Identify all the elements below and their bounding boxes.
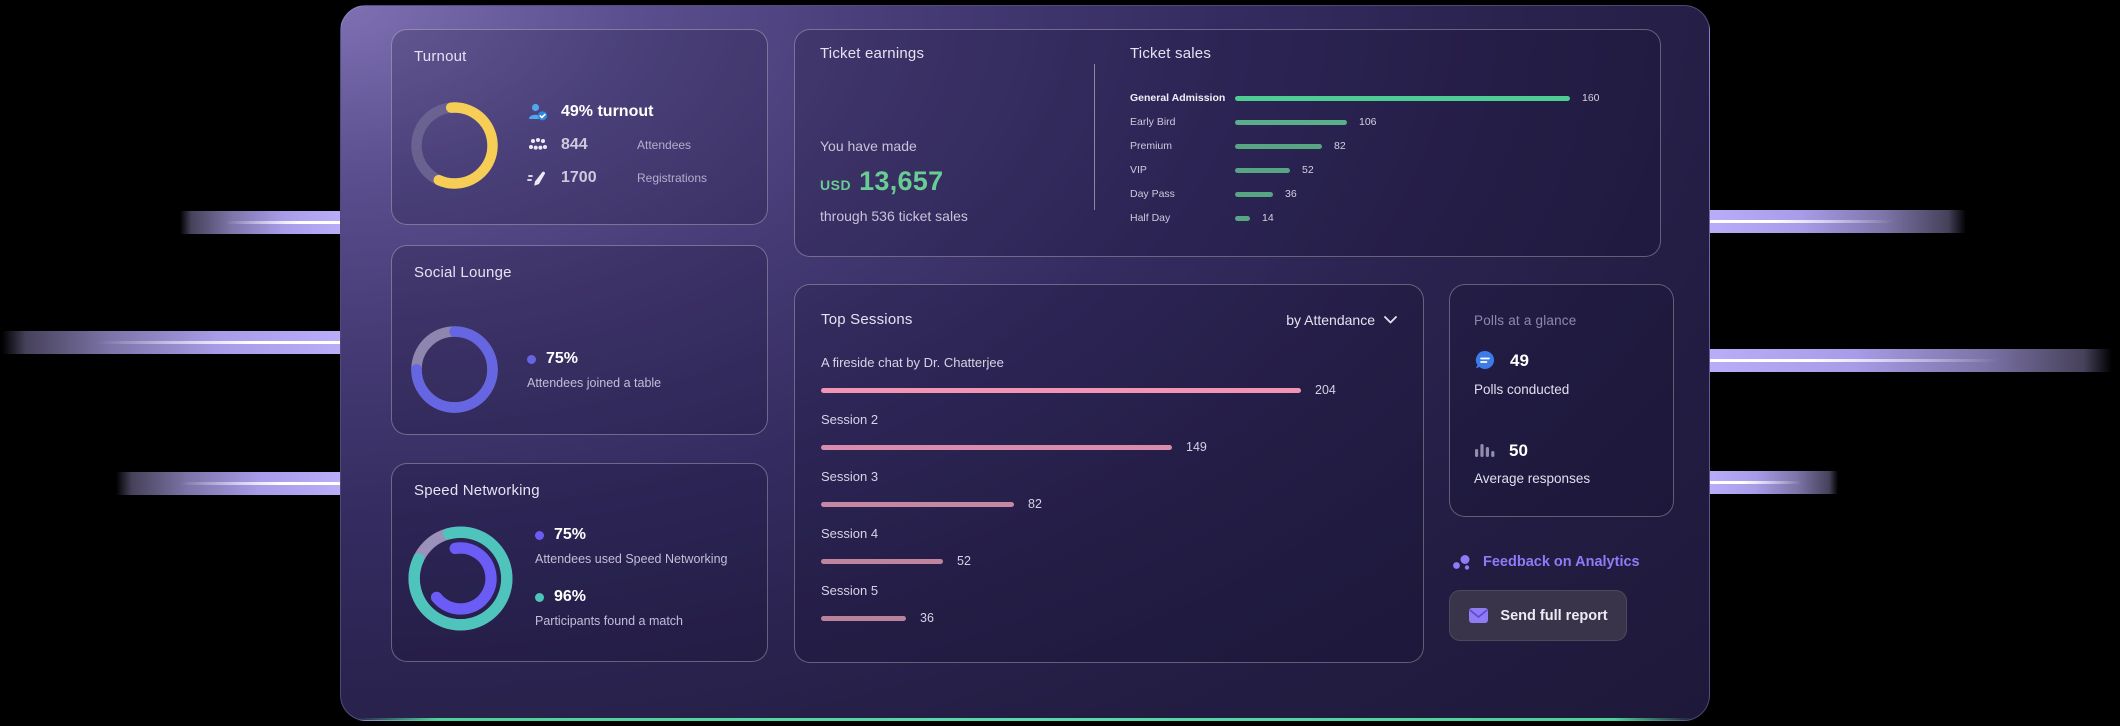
attendance-filter-dropdown[interactable]: by Attendance — [1286, 312, 1397, 328]
ticket-sales-bar — [1235, 95, 1570, 101]
polls-count: 49 — [1510, 351, 1529, 370]
top-sessions-title: Top Sessions — [821, 311, 913, 328]
attendees-group-icon — [529, 138, 547, 150]
ticket-sales-row: Early Bird 106 — [1130, 116, 1377, 128]
speed-teal-dot — [535, 592, 544, 602]
decor-beam-left-2 — [2, 331, 340, 354]
top-sessions-card: Top Sessions by Attendance A fireside ch… — [794, 284, 1424, 663]
registration-pen-icon — [527, 171, 545, 186]
speed-label-2: Participants found a match — [535, 614, 683, 628]
session-bar — [821, 558, 943, 564]
ticket-sales-chart: General Admission 160 Early Bird 106 Pre… — [1130, 86, 1645, 230]
vertical-divider — [1094, 64, 1095, 210]
bar-chart-icon — [1475, 444, 1495, 457]
ticket-sales-bar — [1235, 167, 1290, 173]
ticket-sales-bar — [1235, 143, 1322, 149]
social-lounge-card: Social Lounge 75% Attendees joined a tab… — [391, 245, 768, 435]
ticket-earnings-title: Ticket earnings — [820, 45, 925, 62]
speed-purple-dot — [535, 530, 544, 540]
chat-bubble-icon — [1475, 350, 1495, 369]
speed-networking-title: Speed Networking — [414, 482, 540, 499]
speed-label-1: Attendees used Speed Networking — [535, 552, 728, 566]
session-bar — [821, 444, 1172, 450]
session-row: Session 4 52 — [821, 526, 971, 568]
registrations-label: Registrations — [637, 171, 708, 185]
chevron-down-icon — [1384, 315, 1397, 323]
session-row: Session 5 36 — [821, 583, 934, 625]
analytics-dashboard-panel: Turnout 49% turnout 844 — [340, 5, 1710, 721]
turnout-card: Turnout 49% turnout 844 — [391, 29, 768, 225]
session-bar — [821, 615, 906, 621]
decor-beam-right-2 — [1710, 349, 2112, 372]
envelope-icon — [1469, 608, 1489, 623]
attendance-filter-value: by Attendance — [1286, 311, 1375, 328]
avg-responses-label: Average responses — [1474, 471, 1591, 486]
ticket-sales-row: VIP 52 — [1130, 164, 1314, 176]
polls-card: Polls at a glance 49 Polls conducted 50 … — [1449, 284, 1674, 517]
decor-beam-left-3 — [116, 472, 340, 495]
decor-beam-right-3 — [1710, 471, 1838, 494]
social-lounge-donut-chart — [411, 326, 498, 413]
attendees-label: Attendees — [637, 138, 692, 152]
polls-title: Polls at a glance — [1474, 313, 1577, 328]
speed-percent-1: 75% — [554, 526, 587, 543]
session-row: Session 3 82 — [821, 469, 1042, 511]
social-label: Attendees joined a table — [527, 376, 662, 390]
avg-responses-count: 50 — [1509, 441, 1528, 460]
ticket-sales-title: Ticket sales — [1130, 45, 1212, 62]
earnings-amount-row: USD 13,657 — [820, 166, 943, 197]
sessions-bar-chart: A fireside chat by Dr. Chatterjee 204 Se… — [821, 355, 1397, 625]
earnings-line1: You have made — [820, 138, 917, 154]
earnings-line2: through 536 ticket sales — [820, 208, 968, 224]
social-bullet-dot — [527, 354, 536, 364]
session-row: Session 2 149 — [821, 412, 1207, 454]
speed-percent-2: 96% — [554, 588, 587, 605]
currency-label: USD — [820, 177, 852, 193]
decor-beam-left-1 — [180, 211, 340, 234]
speed-networking-card: Speed Networking 75% Attendees used Spee… — [391, 463, 768, 662]
feedback-link-label: Feedback on Analytics — [1483, 554, 1640, 570]
session-bar — [821, 501, 1014, 507]
send-report-label: Send full report — [1500, 607, 1608, 624]
feedback-analytics-link[interactable]: Feedback on Analytics — [1451, 552, 1640, 572]
ticket-sales-row: Day Pass 36 — [1130, 188, 1297, 200]
ticket-sales-row: Half Day 14 — [1130, 212, 1274, 224]
social-lounge-title: Social Lounge — [414, 264, 512, 281]
turnout-percent: 49% turnout — [561, 103, 654, 120]
ticket-sales-bar — [1235, 215, 1250, 221]
ticket-sales-bar — [1235, 119, 1347, 125]
send-full-report-button[interactable]: Send full report — [1449, 590, 1627, 641]
person-check-icon — [529, 103, 548, 121]
decor-beam-right-1 — [1710, 210, 1966, 233]
ticket-card: Ticket earnings Ticket sales You have ma… — [794, 29, 1661, 257]
feedback-icon — [1453, 555, 1470, 570]
ticket-sales-bar — [1235, 191, 1273, 197]
ticket-sales-row: General Admission 160 — [1130, 92, 1600, 104]
session-bar — [821, 387, 1301, 393]
session-row: A fireside chat by Dr. Chatterjee 204 — [821, 355, 1336, 397]
polls-count-label: Polls conducted — [1474, 382, 1570, 397]
attendees-count: 844 — [561, 136, 588, 153]
ticket-sales-row: Premium 82 — [1130, 140, 1346, 152]
turnout-card-title: Turnout — [414, 48, 467, 65]
speed-networking-donut-chart — [408, 526, 513, 631]
earnings-amount: 13,657 — [859, 166, 944, 196]
registrations-count: 1700 — [561, 169, 597, 186]
social-percent: 75% — [546, 350, 579, 367]
turnout-donut-chart — [411, 102, 498, 189]
